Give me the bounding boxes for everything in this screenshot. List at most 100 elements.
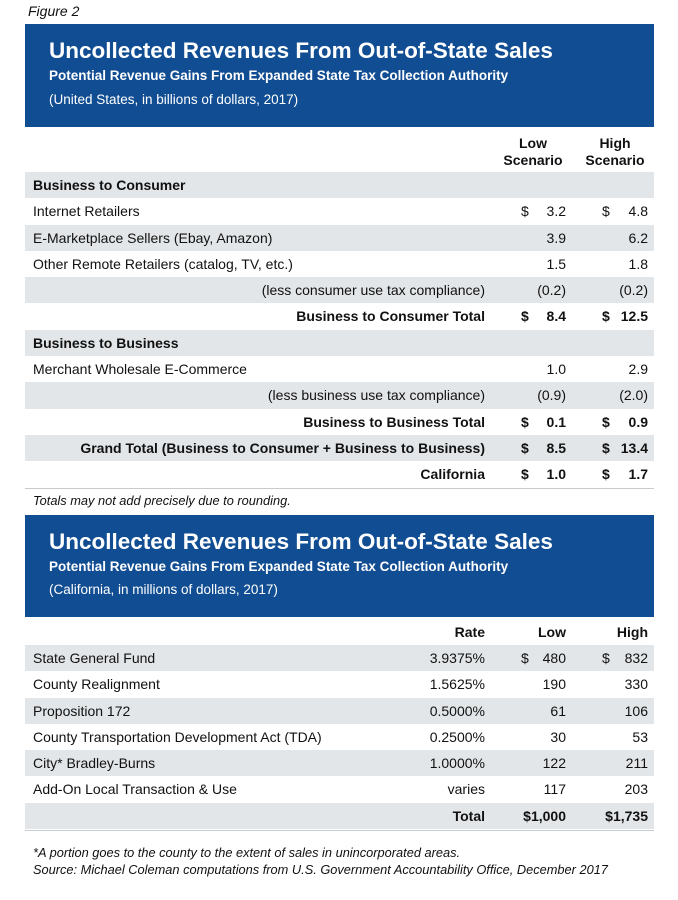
table2-high-value: 832: [624, 650, 648, 666]
table1-low-value: (0.9): [537, 387, 566, 404]
table1-column-header: Low Scenario High Scenario: [25, 135, 654, 171]
table2-footnote-source: Source: Michael Coleman computations fro…: [33, 862, 608, 877]
table2-col-rate: Rate: [454, 624, 485, 640]
table2-rate-value: 0.2500%: [429, 728, 485, 745]
table1-row: Business to Consumer Total $8.4 $12.5: [25, 303, 654, 330]
table2-low-value: 117: [543, 781, 566, 798]
table1-high-value: (2.0): [619, 387, 648, 404]
table1-bottom-rule: [25, 488, 654, 489]
table2-low-value: 190: [542, 676, 566, 693]
table2-banner: Uncollected Revenues From Out-of-State S…: [25, 515, 654, 617]
table1-high-dollar-sign: $: [602, 439, 610, 456]
table2-rate-value: 0.5000%: [429, 702, 485, 719]
table2-total-high: $1,735: [605, 808, 648, 824]
table1-row-label: Business to Consumer Total: [296, 308, 485, 325]
table2-total-row: Total $1,000 $1,735: [25, 803, 654, 830]
table1-high-value: 2.9: [628, 361, 648, 378]
table1-high-dollar-sign: $: [602, 466, 610, 483]
table1-footnote: Totals may not add precisely due to roun…: [33, 493, 291, 508]
table1-high-value: 4.8: [628, 203, 648, 220]
table1-row: Other Remote Retailers (catalog, TV, etc…: [25, 250, 654, 278]
table2-row: Add-On Local Transaction & Use varies 117 2…: [25, 776, 654, 803]
table1-col-low: Low Scenario: [501, 135, 565, 169]
table1-low-dollar-sign: $: [521, 308, 529, 325]
table2-low-value: 122: [542, 755, 566, 772]
table2-row-label: County Transportation Development Act (T…: [33, 728, 322, 745]
table2-row: Proposition 172 0.5000% 61 106: [25, 697, 654, 724]
table1-row: (less business use tax compliance) (0.9) (…: [25, 382, 654, 409]
table1-row: (less consumer use tax compliance) (0.2) (…: [25, 277, 654, 304]
table2-low-value: 30: [550, 728, 566, 745]
table2-subtitle: Potential Revenue Gains From Expanded St…: [49, 559, 509, 574]
table1-high-dollar-sign: $: [602, 203, 610, 220]
table1-row: California $1.0 $1.7: [25, 461, 654, 488]
table1-note: (United States, in billions of dollars, …: [49, 92, 299, 107]
table1-low-value: 0.1: [546, 413, 566, 430]
table1-col-low-line1: Low: [519, 135, 547, 151]
table2-rate-value: 1.0000%: [429, 755, 485, 772]
table2-total-low: $1,000: [523, 808, 566, 824]
table2-rate-value: 1.5625%: [429, 676, 485, 693]
table2-note: (California, in millions of dollars, 201…: [49, 582, 278, 597]
table1-low-value: 1.5: [546, 255, 566, 272]
table1-row-label: California: [420, 466, 485, 483]
table1-row-label: Merchant Wholesale E-Commerce: [33, 361, 247, 378]
table1-high-value: 12.5: [620, 308, 648, 325]
table1-low-value: 3.2: [546, 203, 566, 220]
table1-row-label: Grand Total (Business to Consumer + Busi…: [80, 439, 485, 456]
table2-col-high: High: [616, 624, 648, 640]
table2-title: Uncollected Revenues From Out-of-State S…: [49, 529, 553, 554]
table1-low-dollar-sign: $: [521, 413, 529, 430]
table2-row-label: Add-On Local Transaction & Use: [33, 781, 237, 798]
table2-bottom-rule: [25, 830, 654, 831]
table1-row: Grand Total (Business to Consumer + Busi…: [25, 434, 654, 462]
table1-low-value: (0.2): [537, 282, 566, 299]
table2-high-dollar-sign: $: [602, 650, 610, 666]
table1-low-dollar-sign: $: [521, 466, 529, 483]
table1-row-label: Business to Consumer: [33, 177, 186, 193]
table2-row: City* Bradley-Burns 1.0000% 122 211: [25, 750, 654, 777]
table1-body: Business to Consumer Internet Retailers $3…: [25, 172, 654, 488]
table1-high-value: 13.4: [620, 439, 648, 456]
table2-row-label: State General Fund: [33, 650, 156, 666]
table1-subtitle: Potential Revenue Gains From Expanded St…: [49, 68, 509, 83]
table2-row-label: Proposition 172: [33, 702, 131, 719]
table1-title: Uncollected Revenues From Out-of-State S…: [49, 38, 553, 63]
table2-row: County Realignment 1.5625% 190 330: [25, 671, 654, 698]
table1-col-high: High Scenario: [581, 135, 649, 169]
table2-low-dollar-sign: $: [521, 650, 529, 666]
table2-high-value: 330: [624, 676, 648, 693]
table1-col-high-line2: Scenario: [585, 152, 645, 168]
table1-low-value: 1.0: [546, 361, 566, 378]
table2-high-value: 53: [632, 728, 648, 745]
table1-low-value: 8.4: [546, 308, 566, 325]
table1-high-value: 0.9: [628, 413, 648, 430]
table2-body: State General Fund 3.9375% $480 $832 County …: [25, 645, 654, 803]
table1-row: Business to Business: [25, 329, 654, 357]
table1-row-label: Internet Retailers: [33, 203, 140, 220]
table1-row-label: (less consumer use tax compliance): [261, 282, 485, 299]
table1-row-label: (less business use tax compliance): [267, 387, 485, 404]
table2-total-label: Total: [452, 808, 485, 824]
table2-low-value: 61: [550, 702, 566, 719]
table2-row-label: City* Bradley-Burns: [33, 755, 156, 772]
table2-row: State General Fund 3.9375% $480 $832: [25, 645, 654, 672]
table2-col-low: Low: [538, 624, 566, 640]
table1-row-label: Other Remote Retailers (catalog, TV, etc…: [33, 255, 293, 272]
table2-row-label: County Realignment: [33, 676, 160, 693]
table1-low-dollar-sign: $: [521, 439, 529, 456]
table1-high-value: (0.2): [619, 282, 648, 299]
table1-high-dollar-sign: $: [602, 308, 610, 325]
table1-row: Business to Consumer: [25, 172, 654, 199]
table1-row: Business to Business Total $0.1 $0.9: [25, 408, 654, 435]
table2-column-header: Rate Low High: [25, 624, 654, 644]
table2-rate-value: varies: [447, 781, 485, 798]
table1-low-value: 3.9: [546, 229, 566, 246]
table2-low-value: 480: [542, 650, 566, 666]
table2-rate-value: 3.9375%: [429, 650, 485, 666]
table1-row: Merchant Wholesale E-Commerce 1.0 2.9: [25, 356, 654, 383]
table2-row: County Transportation Development Act (T…: [25, 723, 654, 751]
table1-row-label: Business to Business Total: [303, 413, 485, 430]
table1-low-value: 1.0: [546, 466, 566, 483]
